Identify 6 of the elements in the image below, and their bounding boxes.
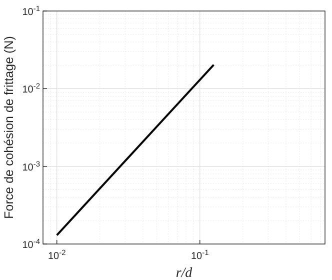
y-axis-title: Force de cohésion de frittage (N) [2, 36, 16, 219]
y-tick-label: 10$^{-3}$ [22, 158, 40, 174]
y-tick-label: 10$^{-4}$ [22, 236, 40, 251]
y-tick-label: 10$^{-1}$ [22, 4, 40, 18]
y-tick-label: 10$^{-2}$ [22, 81, 40, 96]
x-axis-title: r/d [176, 266, 194, 280]
